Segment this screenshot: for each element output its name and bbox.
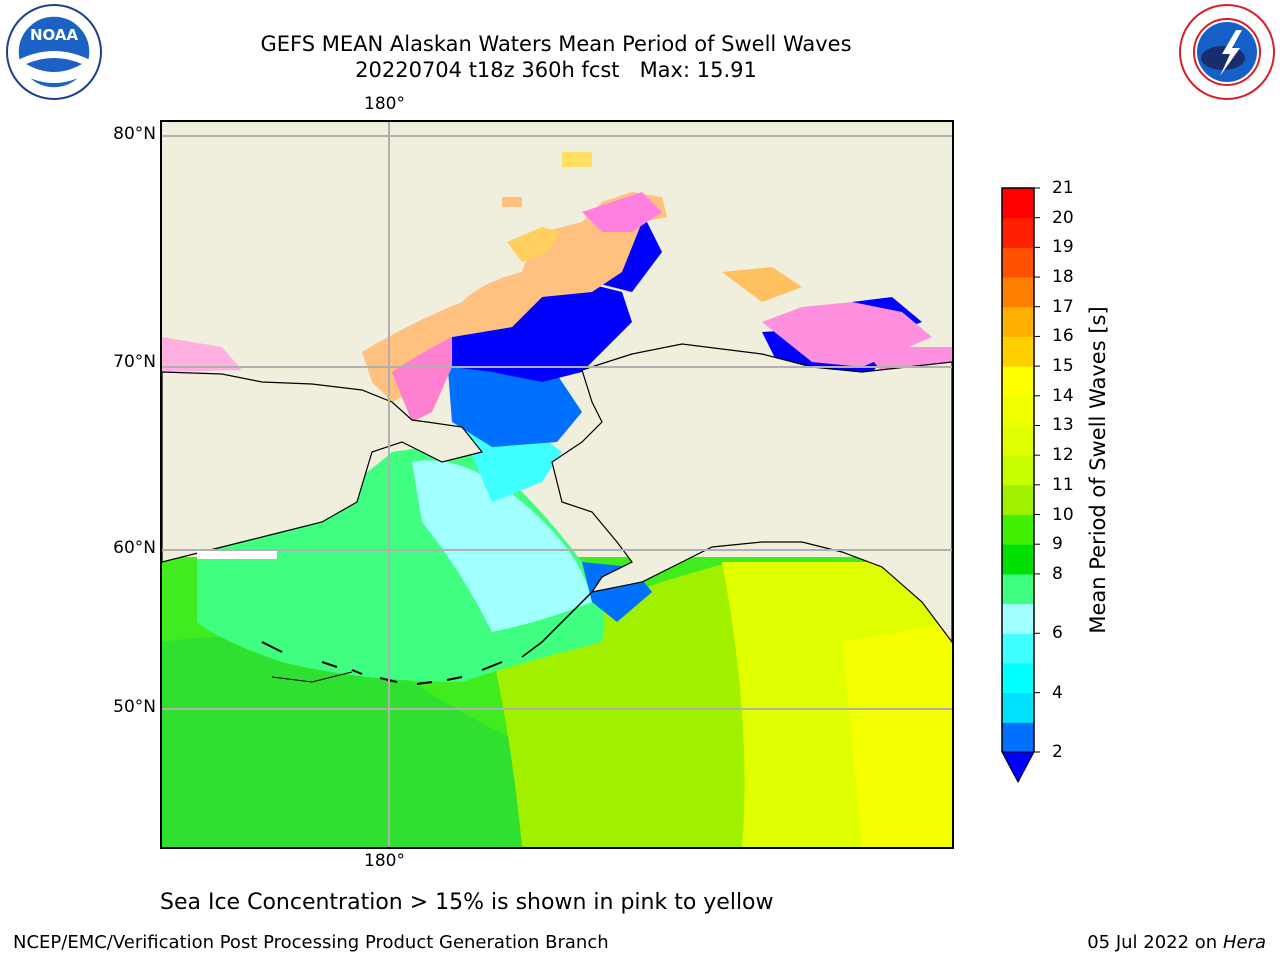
chart-title-line2: 20220704 t18z 360h fcst Max: 15.91 [355, 58, 757, 82]
colorbar-tick-label: 11 [1052, 474, 1074, 495]
colorbar-tick-label: 12 [1052, 445, 1074, 466]
longitude-label-bottom: 180° [364, 851, 405, 871]
chart-title-line1: GEFS MEAN Alaskan Waters Mean Period of … [260, 32, 852, 56]
swell-period-map [160, 120, 954, 849]
colorbar-band [1002, 425, 1034, 456]
colorbar-tick-label: 19 [1052, 237, 1074, 258]
colorbar-tick-label: 4 [1052, 682, 1063, 703]
colorbar-tick-label: 18 [1052, 267, 1074, 288]
colorbar-tick-label: 21 [1052, 178, 1074, 198]
noaa-logo: NOAA [4, 2, 104, 102]
colorbar-tick-label: 16 [1052, 326, 1074, 347]
latitude-label-80n: 80°N [113, 124, 156, 144]
colorbar-band [1002, 277, 1034, 308]
colorbar-band [1002, 514, 1034, 545]
colorbar-tick-label: 6 [1052, 623, 1063, 644]
colorbar-tick-label: 13 [1052, 415, 1074, 436]
colorbar-band [1002, 544, 1034, 575]
colorbar-tick-label: 8 [1052, 563, 1063, 584]
colorbar-band [1002, 217, 1034, 248]
colorbar-band [1002, 692, 1034, 723]
colorbar-band [1002, 603, 1034, 634]
colorbar-band [1002, 188, 1034, 219]
colorbar-band [1002, 306, 1034, 337]
colorbar-band [1002, 722, 1034, 753]
colorbar-outline [1001, 187, 1035, 752]
sea-ice-note: Sea Ice Concentration > 15% is shown in … [160, 890, 774, 915]
colorbar-band [1002, 336, 1034, 367]
nws-logo [1176, 2, 1278, 102]
colorbar-tick-label: 10 [1052, 504, 1074, 525]
colorbar-tick-label: 14 [1052, 385, 1074, 406]
colorbar-band [1002, 662, 1034, 694]
credit-line: NCEP/EMC/Verification Post Processing Pr… [13, 932, 609, 953]
colorbar-tick-label: 9 [1052, 534, 1063, 555]
colorbar-band [1002, 573, 1034, 605]
colorbar-tick-label: 15 [1052, 356, 1074, 377]
colorbar-band [1002, 455, 1034, 486]
map-canvas [162, 122, 952, 847]
colorbar-band [1002, 633, 1034, 664]
colorbar-extend-triangle [1001, 751, 1035, 784]
machine-name: Hera [1222, 932, 1266, 953]
latitude-label-50n: 50°N [113, 697, 156, 717]
colorbar [1001, 187, 1040, 784]
colorbar-band [1002, 247, 1034, 278]
colorbar-tick-label: 20 [1052, 207, 1074, 228]
colorbar-band [1002, 484, 1034, 516]
colorbar-band [1002, 366, 1034, 397]
svg-text:NOAA: NOAA [30, 26, 79, 44]
date-text: 05 Jul 2022 on [1087, 932, 1223, 953]
latitude-label-70n: 70°N [113, 352, 156, 372]
colorbar-band [1002, 395, 1034, 426]
longitude-label-top: 180° [364, 94, 405, 114]
colorbar-tick-label: 17 [1052, 296, 1074, 317]
date-line: 05 Jul 2022 on Hera [1087, 932, 1266, 953]
colorbar-tick-label: 2 [1052, 742, 1063, 762]
latitude-label-60n: 60°N [113, 538, 156, 558]
